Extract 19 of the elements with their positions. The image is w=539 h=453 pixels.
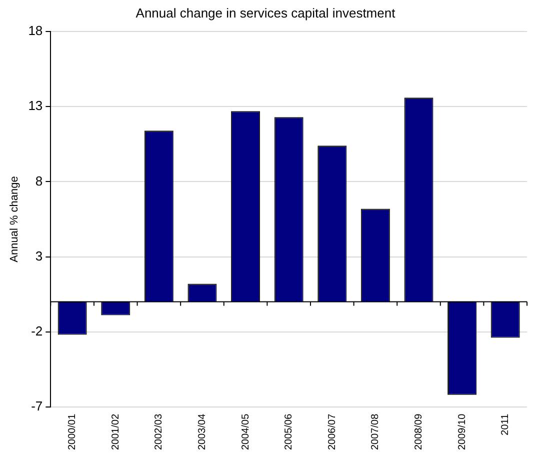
y-tick-label: 18 — [28, 23, 43, 38]
x-tick-label: 2002/03 — [154, 413, 165, 450]
x-tick-label: 2006/07 — [326, 413, 338, 450]
x-tick-label: 2003/04 — [196, 413, 208, 450]
x-tick-label: 2005/06 — [284, 413, 295, 450]
x-tick-label: 2004/05 — [240, 413, 252, 450]
x-tick-label: 2001/02 — [110, 413, 122, 450]
y-tick-label: -2 — [31, 323, 43, 338]
x-tick-label: 2009/10 — [456, 413, 468, 450]
y-tick-label: -7 — [31, 398, 43, 414]
x-tick-label: 2000/01 — [67, 413, 78, 450]
y-tick-label: 3 — [35, 248, 43, 264]
x-tick-label: 2007/08 — [370, 413, 382, 450]
x-tick-label: 2011 — [500, 413, 512, 436]
chart-title: Annual change in services capital investment — [136, 5, 396, 20]
y-tick-label: 8 — [35, 173, 43, 188]
y-tick-label: 13 — [28, 98, 43, 114]
x-tick-label: 2008/09 — [413, 413, 424, 450]
y-axis-title: Annual % change — [8, 176, 21, 262]
